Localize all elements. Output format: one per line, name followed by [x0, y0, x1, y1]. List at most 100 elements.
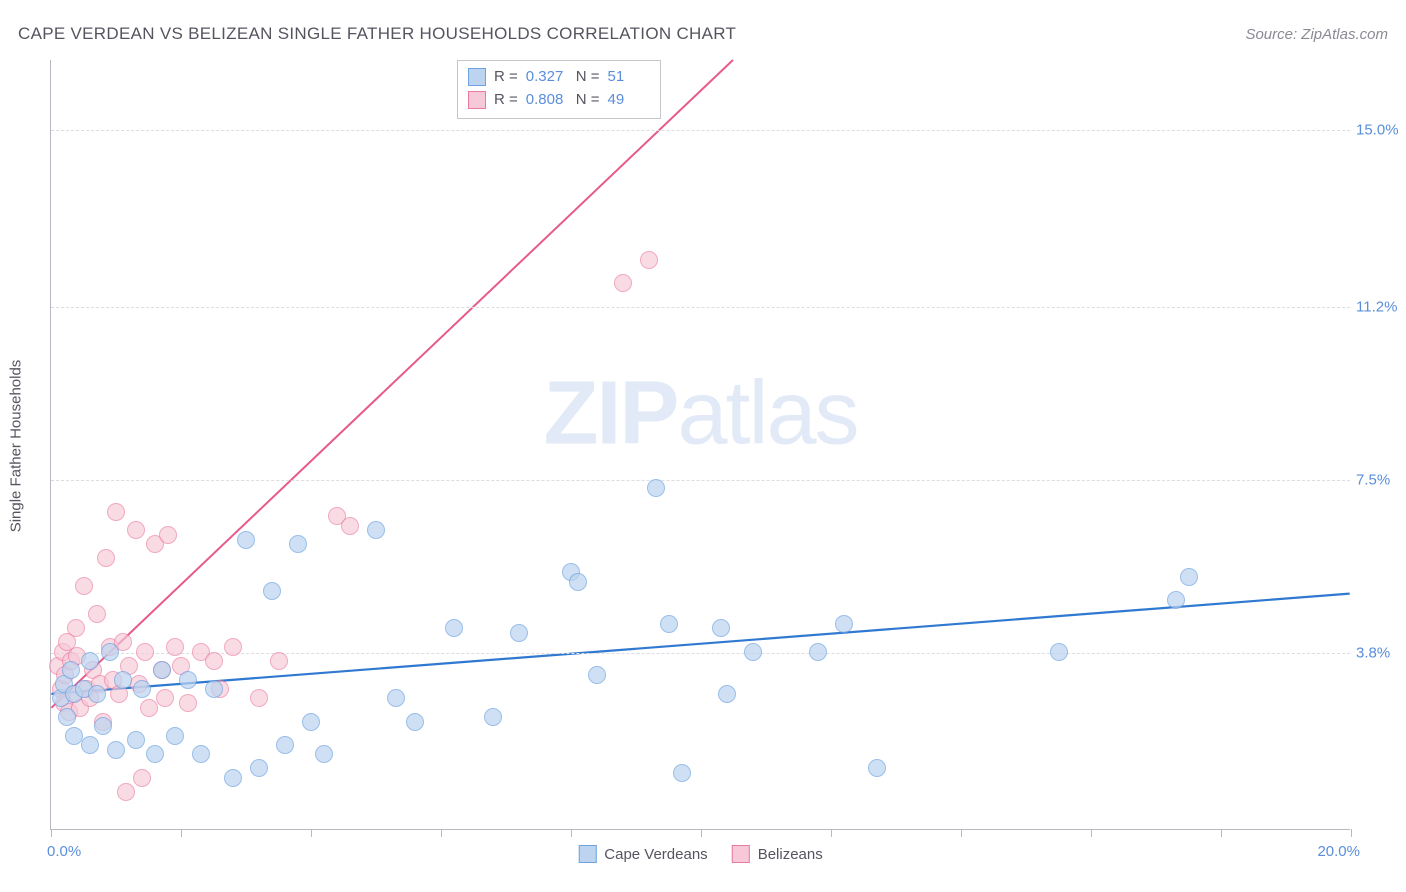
n-value-blue: 51 — [608, 65, 650, 88]
data-point-pink — [127, 521, 145, 539]
swatch-blue — [468, 68, 486, 86]
data-point-blue — [809, 643, 827, 661]
data-point-pink — [156, 689, 174, 707]
x-tick — [181, 829, 182, 837]
x-tick — [1091, 829, 1092, 837]
data-point-blue — [712, 619, 730, 637]
x-tick — [701, 829, 702, 837]
trend-lines-layer — [51, 60, 1350, 829]
swatch-pink — [468, 91, 486, 109]
x-max-label: 20.0% — [1317, 843, 1360, 860]
data-point-pink — [133, 769, 151, 787]
n-value-pink: 49 — [608, 88, 650, 111]
data-point-blue — [718, 685, 736, 703]
swatch-blue — [578, 845, 596, 863]
data-point-blue — [315, 745, 333, 763]
data-point-pink — [341, 517, 359, 535]
data-point-blue — [127, 731, 145, 749]
data-point-pink — [136, 643, 154, 661]
data-point-blue — [673, 764, 691, 782]
data-point-blue — [588, 666, 606, 684]
y-axis-title: Single Father Households — [8, 360, 25, 533]
r-label: R = — [494, 65, 518, 88]
legend-row-blue: R = 0.327 N = 51 — [468, 65, 650, 88]
x-tick — [51, 829, 52, 837]
data-point-blue — [192, 745, 210, 763]
data-point-blue — [205, 680, 223, 698]
data-point-blue — [153, 661, 171, 679]
data-point-blue — [1180, 568, 1198, 586]
n-label: N = — [576, 65, 600, 88]
data-point-pink — [270, 652, 288, 670]
data-point-blue — [114, 671, 132, 689]
trend-line-pink — [51, 60, 733, 708]
data-point-blue — [484, 708, 502, 726]
data-point-blue — [868, 759, 886, 777]
data-point-blue — [835, 615, 853, 633]
data-point-pink — [97, 549, 115, 567]
data-point-blue — [302, 713, 320, 731]
data-point-blue — [81, 736, 99, 754]
data-point-blue — [65, 727, 83, 745]
data-point-blue — [263, 582, 281, 600]
x-tick — [571, 829, 572, 837]
series-legend: Cape Verdeans Belizeans — [578, 845, 822, 863]
x-tick — [1221, 829, 1222, 837]
data-point-blue — [62, 661, 80, 679]
chart-title: CAPE VERDEAN VS BELIZEAN SINGLE FATHER H… — [18, 24, 736, 44]
data-point-blue — [1167, 591, 1185, 609]
y-tick-label: 7.5% — [1356, 472, 1406, 489]
data-point-blue — [107, 741, 125, 759]
data-point-blue — [101, 643, 119, 661]
data-point-pink — [224, 638, 242, 656]
legend-row-pink: R = 0.808 N = 49 — [468, 88, 650, 111]
x-tick — [961, 829, 962, 837]
data-point-pink — [107, 503, 125, 521]
data-point-blue — [146, 745, 164, 763]
data-point-pink — [166, 638, 184, 656]
n-label: N = — [576, 88, 600, 111]
legend-item-belizeans: Belizeans — [732, 845, 823, 863]
data-point-blue — [88, 685, 106, 703]
data-point-blue — [81, 652, 99, 670]
correlation-legend: R = 0.327 N = 51 R = 0.808 N = 49 — [457, 60, 661, 119]
legend-item-capeverdeans: Cape Verdeans — [578, 845, 707, 863]
data-point-pink — [640, 251, 658, 269]
data-point-blue — [387, 689, 405, 707]
data-point-pink — [159, 526, 177, 544]
data-point-blue — [744, 643, 762, 661]
trend-line-blue — [51, 594, 1349, 694]
data-point-pink — [205, 652, 223, 670]
r-value-pink: 0.808 — [526, 88, 568, 111]
y-tick-label: 11.2% — [1356, 299, 1406, 316]
chart-header: CAPE VERDEAN VS BELIZEAN SINGLE FATHER H… — [18, 24, 1388, 44]
data-point-blue — [224, 769, 242, 787]
data-point-blue — [276, 736, 294, 754]
data-point-blue — [1050, 643, 1068, 661]
data-point-blue — [510, 624, 528, 642]
data-point-blue — [569, 573, 587, 591]
data-point-pink — [614, 274, 632, 292]
x-min-label: 0.0% — [47, 843, 81, 860]
data-point-blue — [445, 619, 463, 637]
data-point-pink — [75, 577, 93, 595]
x-tick — [831, 829, 832, 837]
data-point-pink — [179, 694, 197, 712]
source-attribution: Source: ZipAtlas.com — [1245, 26, 1388, 43]
data-point-blue — [660, 615, 678, 633]
data-point-pink — [250, 689, 268, 707]
scatter-plot-area: ZIPatlas R = 0.327 N = 51 R = 0.808 N = … — [50, 60, 1350, 830]
gridline — [51, 480, 1350, 481]
swatch-pink — [732, 845, 750, 863]
y-tick-label: 3.8% — [1356, 644, 1406, 661]
data-point-pink — [67, 619, 85, 637]
data-point-pink — [140, 699, 158, 717]
r-label: R = — [494, 88, 518, 111]
gridline — [51, 307, 1350, 308]
gridline — [51, 130, 1350, 131]
data-point-pink — [117, 783, 135, 801]
y-tick-label: 15.0% — [1356, 122, 1406, 139]
r-value-blue: 0.327 — [526, 65, 568, 88]
data-point-blue — [367, 521, 385, 539]
x-tick — [441, 829, 442, 837]
